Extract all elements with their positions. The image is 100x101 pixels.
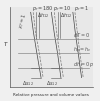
Text: $x_T = 1$: $x_T = 1$ [17, 12, 29, 30]
Text: $dh = 0$ $p$: $dh = 0$ $p$ [73, 60, 95, 69]
Text: $\Delta h_{12}$: $\Delta h_{12}$ [60, 11, 72, 20]
Text: $p_r = 10$: $p_r = 10$ [53, 4, 72, 13]
Text: $\Delta s_{12}$: $\Delta s_{12}$ [46, 79, 57, 88]
Text: $\Delta s_{12}$: $\Delta s_{12}$ [22, 79, 34, 88]
Y-axis label: T: T [4, 42, 8, 47]
Text: $dT = 0$: $dT = 0$ [73, 31, 90, 39]
X-axis label: Relative pressure and volume values: Relative pressure and volume values [13, 93, 89, 97]
Text: $h_p = h_v$: $h_p = h_v$ [73, 46, 91, 56]
Text: $\Delta h_{12}$: $\Delta h_{12}$ [37, 11, 50, 20]
Text: $p_r = 1$: $p_r = 1$ [74, 4, 89, 13]
Text: $p_r = 180$: $p_r = 180$ [32, 4, 54, 13]
